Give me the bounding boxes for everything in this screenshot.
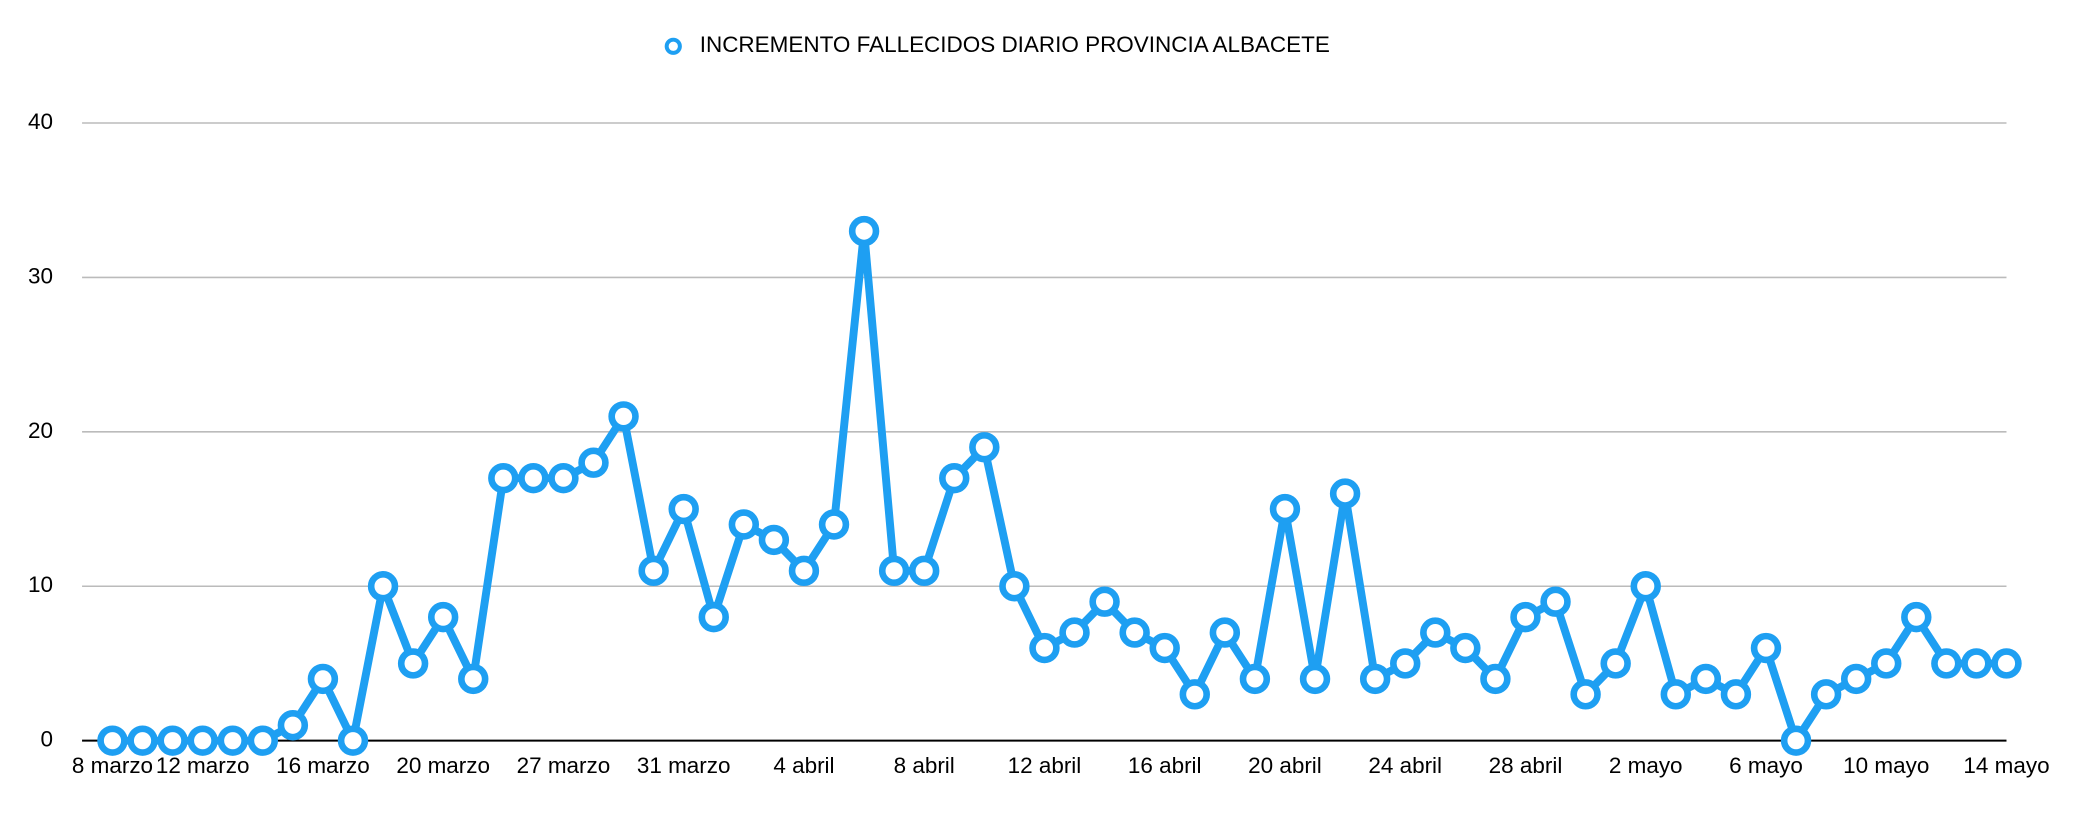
data-point — [127, 725, 158, 756]
data-point — [518, 462, 549, 494]
y-tick-label: 30 — [28, 263, 53, 288]
data-point — [337, 725, 369, 756]
data-point — [1840, 663, 1872, 695]
data-point — [668, 493, 699, 525]
data-point — [1750, 632, 1782, 664]
data-point — [1570, 679, 1601, 710]
data-point — [458, 663, 489, 695]
x-tick-label: 12 abril — [1008, 753, 1082, 778]
data-point — [969, 432, 1000, 463]
y-tick-label: 0 — [40, 727, 53, 752]
y-tick-label: 20 — [28, 418, 53, 443]
data-point — [999, 571, 1030, 602]
data-point — [1720, 679, 1752, 710]
data-point — [578, 447, 609, 478]
data-point — [217, 725, 248, 756]
data-point — [1450, 632, 1481, 664]
data-point — [728, 509, 760, 540]
data-point — [1390, 648, 1421, 679]
data-point — [307, 663, 339, 695]
x-tick-label: 2 mayo — [1609, 753, 1683, 778]
y-tick-label: 40 — [28, 109, 53, 134]
data-point — [878, 555, 910, 587]
data-point — [788, 555, 820, 587]
data-point — [97, 725, 128, 756]
data-point — [157, 725, 188, 756]
x-tick-label: 6 mayo — [1729, 753, 1803, 778]
data-point — [1420, 617, 1451, 648]
data-line — [112, 227, 2007, 745]
data-point — [1269, 493, 1301, 525]
data-point — [698, 601, 729, 633]
data-point — [1991, 648, 2022, 679]
data-point — [1780, 725, 1812, 756]
data-point — [1901, 601, 1932, 633]
data-point — [1209, 617, 1241, 648]
data-point — [1119, 617, 1150, 648]
x-tick-label: 20 abril — [1248, 753, 1322, 778]
data-point — [1299, 663, 1331, 695]
data-point — [247, 725, 279, 756]
data-point — [427, 601, 459, 633]
data-point — [1329, 478, 1361, 509]
x-tick-label: 27 marzo — [517, 753, 611, 778]
data-point — [1600, 648, 1631, 679]
data-point — [1660, 679, 1691, 710]
data-point — [1931, 648, 1962, 679]
data-point — [1059, 617, 1090, 648]
data-point — [1239, 663, 1271, 695]
data-point — [1359, 663, 1391, 695]
data-point — [1810, 679, 1842, 710]
y-tick-label: 10 — [28, 572, 53, 597]
x-tick-label: 20 marzo — [396, 753, 490, 778]
x-tick-label: 16 marzo — [276, 753, 370, 778]
data-point — [1961, 648, 1992, 679]
data-point — [1480, 663, 1511, 695]
data-point — [1149, 632, 1180, 664]
data-point — [488, 462, 519, 494]
data-point — [277, 710, 309, 741]
x-tick-label: 8 abril — [894, 753, 955, 778]
data-point — [908, 555, 940, 587]
x-tick-label: 4 abril — [773, 753, 834, 778]
data-point — [758, 524, 790, 556]
data-point — [397, 648, 429, 679]
data-point — [1029, 632, 1060, 664]
x-tick-label: 8 marzo — [72, 753, 153, 778]
x-tick-label: 16 abril — [1128, 753, 1202, 778]
data-point — [638, 555, 669, 587]
data-point — [939, 462, 970, 494]
data-point — [1179, 679, 1210, 710]
data-point — [187, 725, 218, 756]
data-point — [1540, 586, 1571, 617]
data-point — [608, 401, 639, 432]
legend-marker — [664, 37, 682, 55]
data-point — [1690, 663, 1722, 695]
legend-label: INCREMENTO FALLECIDOS DIARIO PROVINCIA A… — [700, 32, 1330, 57]
x-tick-label: 14 mayo — [1963, 753, 2049, 778]
x-tick-label: 24 abril — [1368, 753, 1442, 778]
data-point — [1089, 586, 1120, 617]
data-point — [1871, 648, 1902, 679]
data-point — [1510, 601, 1541, 633]
x-tick-label: 12 marzo — [156, 753, 250, 778]
x-tick-label: 10 mayo — [1843, 753, 1929, 778]
data-point — [848, 215, 880, 247]
data-point — [548, 462, 579, 494]
x-tick-label: 28 abril — [1489, 753, 1563, 778]
data-point — [818, 509, 850, 540]
data-point — [1630, 571, 1661, 602]
data-point — [367, 571, 399, 602]
x-tick-label: 31 marzo — [637, 753, 731, 778]
